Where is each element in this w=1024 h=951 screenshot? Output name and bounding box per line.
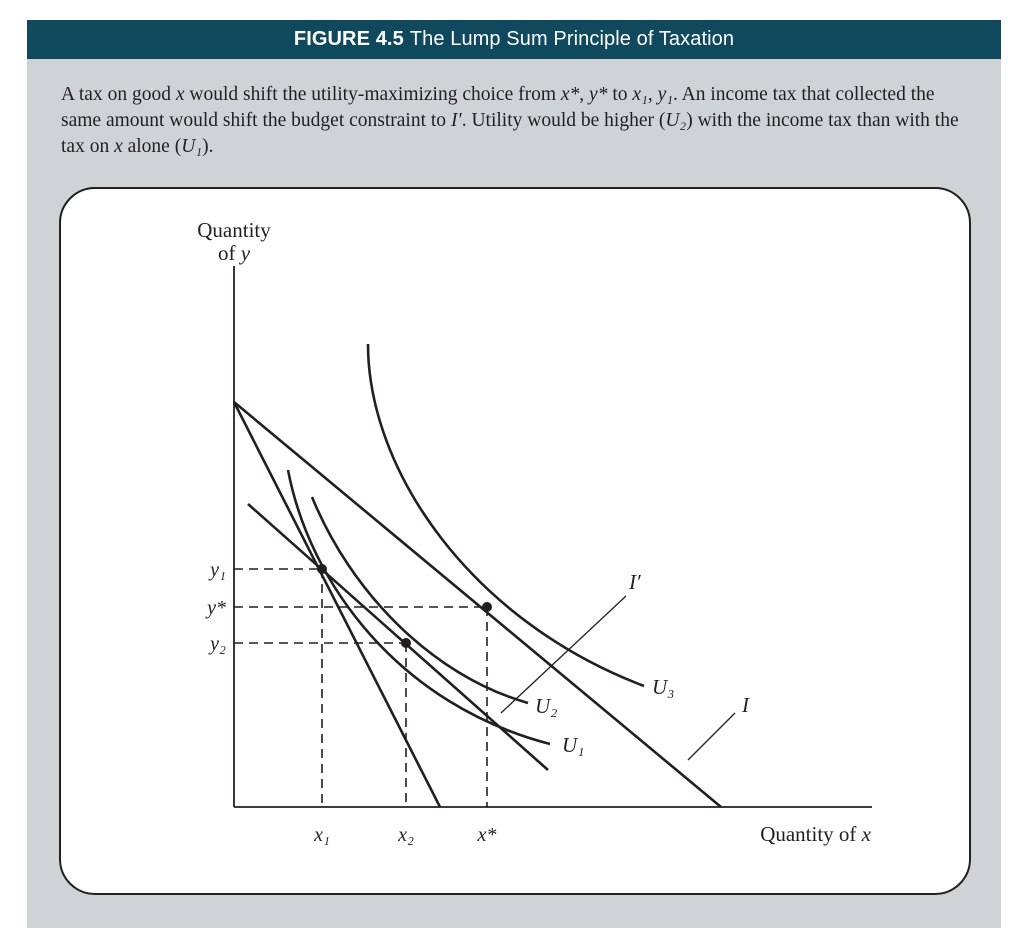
- indifference-curve-U3: [366, 343, 645, 688]
- label-U3: U₃: [652, 675, 674, 699]
- figure-frame: FIGURE 4.5 The Lump Sum Principle of Taxa…: [27, 20, 1001, 928]
- label-U2: U₂: [535, 694, 557, 718]
- x-axis-label: Quantity of x: [760, 822, 871, 846]
- y-axis-label-line2: of y: [218, 241, 251, 265]
- figure-title-bar: FIGURE 4.5 The Lump Sum Principle of Taxa…: [27, 20, 1001, 59]
- x-tick-x1: x₁: [313, 824, 330, 846]
- leader-I: [687, 712, 736, 761]
- y-tick-y1: y₁: [208, 559, 226, 581]
- x-tick-xstar: x*: [477, 824, 497, 846]
- label-U1: U₁: [562, 733, 584, 757]
- point-x2-y2: [401, 638, 411, 648]
- x-tick-x2: x₂: [397, 824, 414, 846]
- y-tick-ystar: y*: [205, 597, 226, 619]
- figure-caption: A tax on good x would shift the utility-…: [61, 84, 959, 157]
- indifference-curve-U2: [310, 496, 529, 705]
- diagram-panel: [59, 187, 971, 895]
- point-x1-y1: [317, 564, 327, 574]
- label-I-prime: I′: [628, 570, 641, 594]
- figure-number: FIGURE 4.5: [293, 28, 404, 50]
- indifference-curve-U1: [286, 469, 551, 746]
- figure-title-text: The Lump Sum Principle of Taxation: [409, 28, 735, 50]
- budget-line-I: [233, 401, 722, 808]
- budget-line-taxed: [232, 401, 442, 808]
- point-xstar-ystar: [482, 602, 492, 612]
- label-I: I: [741, 693, 750, 717]
- y-axis-label-line1: Quantity: [197, 218, 271, 242]
- figure-title: FIGURE 4.5 The Lump Sum Principle of Taxa…: [294, 28, 734, 51]
- y-tick-y2: y₂: [208, 633, 226, 655]
- leader-I-prime: [500, 595, 627, 714]
- budget-line-I-prime: [247, 503, 549, 771]
